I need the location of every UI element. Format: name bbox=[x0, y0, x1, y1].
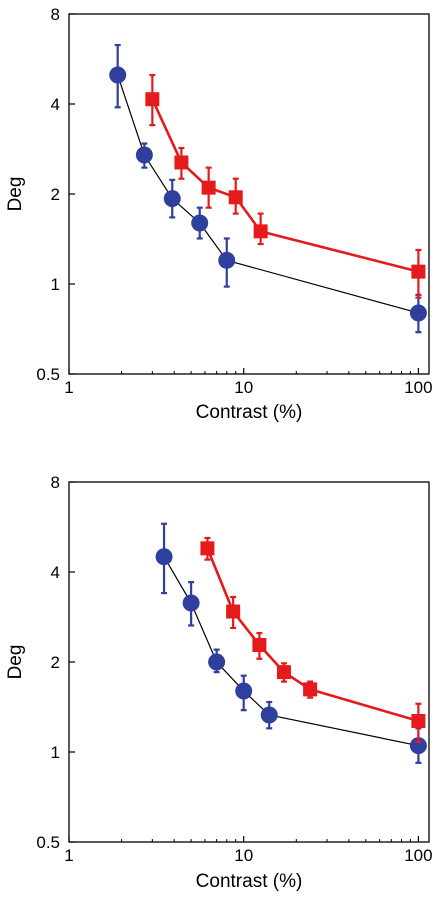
data-point-circle bbox=[191, 214, 209, 232]
series-line-square bbox=[206, 547, 419, 723]
data-point-circle bbox=[260, 706, 278, 724]
y-tick-label: 4 bbox=[51, 95, 60, 114]
y-tick-label: 2 bbox=[51, 185, 60, 204]
plot-frame bbox=[68, 13, 430, 375]
y-axis-label: Deg bbox=[5, 645, 26, 680]
x-axis-label: Contrast (%) bbox=[196, 871, 303, 892]
data-point-square bbox=[252, 637, 267, 652]
data-point-circle bbox=[208, 653, 226, 671]
data-point-circle bbox=[135, 146, 153, 164]
data-point-circle bbox=[235, 682, 253, 700]
x-tick-label: 10 bbox=[234, 846, 253, 865]
y-tick-label: 2 bbox=[51, 653, 60, 672]
data-point-circle bbox=[409, 737, 427, 755]
data-point-square bbox=[201, 180, 216, 195]
data-point-square bbox=[411, 264, 426, 279]
data-point-circle bbox=[182, 594, 200, 612]
y-tick-label: 1 bbox=[51, 275, 60, 294]
data-point-square bbox=[200, 541, 215, 556]
data-point-circle bbox=[218, 251, 236, 269]
series-line-circle bbox=[163, 556, 419, 747]
y-axis-label: Deg bbox=[5, 177, 26, 212]
data-point-square bbox=[174, 155, 189, 170]
y-tick-label: 0.5 bbox=[36, 833, 60, 852]
data-point-circle bbox=[109, 66, 127, 84]
data-point-circle bbox=[155, 548, 173, 566]
series-line-square bbox=[151, 98, 419, 273]
plot-frame bbox=[68, 481, 430, 843]
y-tick-label: 8 bbox=[51, 473, 60, 492]
data-point-square bbox=[276, 665, 291, 680]
data-point-square bbox=[226, 604, 241, 619]
y-tick-label: 8 bbox=[51, 5, 60, 24]
y-tick-label: 0.5 bbox=[36, 365, 60, 384]
x-tick-label: 10 bbox=[234, 378, 253, 397]
y-tick-label: 4 bbox=[51, 563, 60, 582]
data-point-circle bbox=[163, 190, 181, 208]
data-point-square bbox=[145, 92, 160, 107]
data-point-square bbox=[228, 190, 243, 205]
data-point-square bbox=[253, 224, 268, 239]
x-axis-label: Contrast (%) bbox=[196, 402, 303, 423]
x-tick-label: 100 bbox=[404, 846, 432, 865]
series-line-circle bbox=[117, 74, 419, 314]
data-point-square bbox=[303, 682, 318, 697]
x-tick-label: 1 bbox=[64, 378, 73, 397]
x-tick-label: 1 bbox=[64, 846, 73, 865]
data-point-circle bbox=[409, 304, 427, 322]
x-tick-label: 100 bbox=[404, 378, 432, 397]
data-point-square bbox=[411, 713, 426, 728]
y-tick-label: 1 bbox=[51, 743, 60, 762]
